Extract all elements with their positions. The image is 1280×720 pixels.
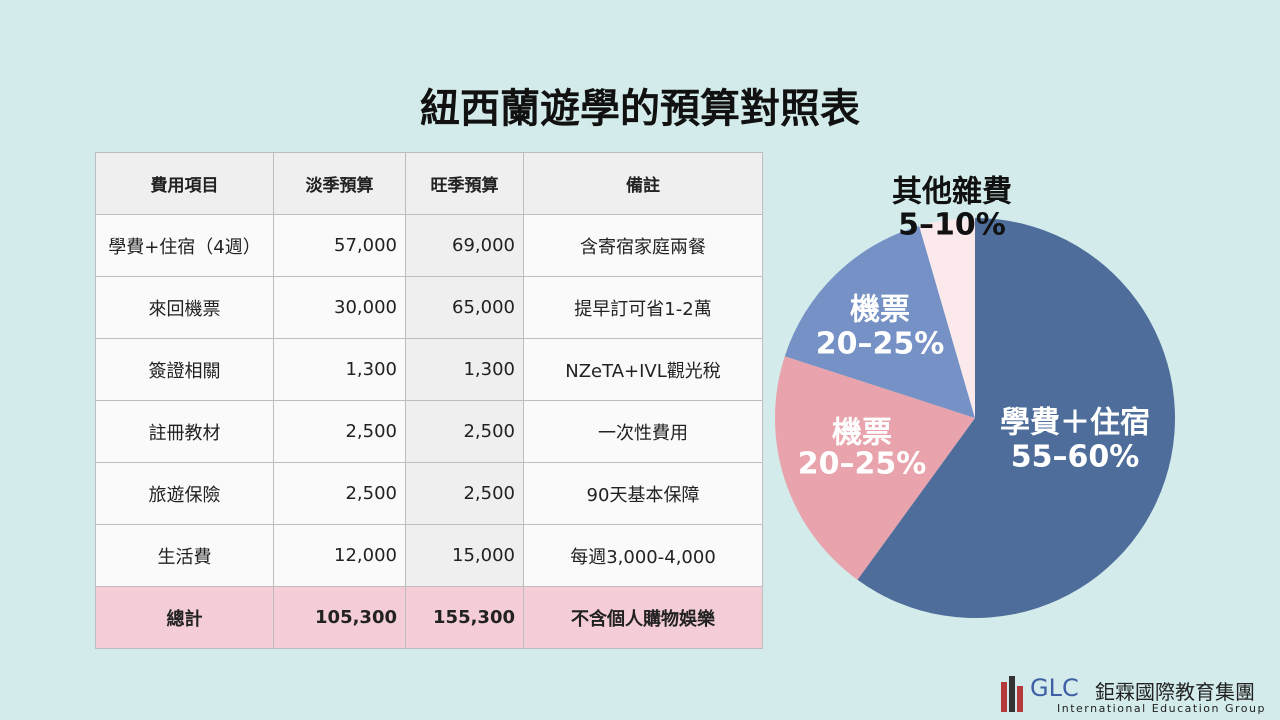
table-cell: 90天基本保障: [523, 462, 763, 525]
slice-range: 20–25%: [816, 327, 945, 362]
table-row: 簽證相關 1,300 1,300 NZeTA+IVL觀光稅: [95, 338, 763, 401]
table-cell: 65,000: [405, 276, 524, 339]
table-cell: 學費+住宿（4週）: [95, 214, 274, 277]
table-row: 生活費 12,000 15,000 每週3,000-4,000: [95, 524, 763, 587]
pie-slice: [857, 218, 1175, 618]
slice-range: 55–60%: [1011, 440, 1140, 475]
table-cell: 每週3,000-4,000: [523, 524, 763, 587]
table-row: 來回機票 30,000 65,000 提早訂可省1-2萬: [95, 276, 763, 339]
table-cell: 57,000: [273, 214, 406, 277]
table-cell: 2,500: [405, 400, 524, 463]
table-cell: 含寄宿家庭兩餐: [523, 214, 763, 277]
table-cell: 30,000: [273, 276, 406, 339]
table-cell: 註冊教材: [95, 400, 274, 463]
pie-slice: [775, 356, 975, 580]
table-cell: 提早訂可省1-2萬: [523, 276, 763, 339]
logo: GLC 鉅霖國際教育集團 International Education Gro…: [995, 670, 1275, 715]
table-body: 費用項目 淡季預算 旺季預算 備註 學費+住宿（4週） 57,000 69,000 含寄宿家庭…: [95, 152, 763, 649]
slice-name: 學費＋住宿: [1000, 406, 1150, 441]
table-cell: 2,500: [273, 400, 406, 463]
table-cell: 費用項目: [95, 152, 274, 215]
slice-name: 機票: [850, 293, 910, 328]
slice-name: 機票: [832, 416, 892, 451]
table-cell: 旅遊保險: [95, 462, 274, 525]
table-cell: 15,000: [405, 524, 524, 587]
table-cell: 來回機票: [95, 276, 274, 339]
table-row: 學費+住宿（4週） 57,000 69,000 含寄宿家庭兩餐: [95, 214, 763, 277]
table-cell: 不含個人購物娛樂: [523, 586, 763, 649]
logo-name: 鉅霖國際教育集團: [1095, 680, 1255, 704]
table-cell: 69,000: [405, 214, 524, 277]
slice-name: 其他雜費: [892, 175, 1012, 210]
table-cell: 105,300: [273, 586, 406, 649]
table-row: 旅遊保險 2,500 2,500 90天基本保障: [95, 462, 763, 525]
slice-range: 20–25%: [798, 447, 927, 482]
table-cell: 155,300: [405, 586, 524, 649]
table-cell: NZeTA+IVL觀光稅: [523, 338, 763, 401]
table-cell: 生活費: [95, 524, 274, 587]
table-cell: 12,000: [273, 524, 406, 587]
budget-table: 費用項目 淡季預算 旺季預算 備註 學費+住宿（4週） 57,000 69,000 含寄宿家庭…: [95, 152, 763, 649]
logo-icon: [1001, 676, 1023, 712]
table-cell: 備註: [523, 152, 763, 215]
pie-slice: [784, 225, 975, 418]
table-cell: 淡季預算: [273, 152, 406, 215]
title: 紐西蘭遊學的預算對照表: [420, 86, 860, 132]
pie-slice: [919, 218, 975, 418]
slice-range: 5–10%: [898, 208, 1006, 243]
logo-subtitle: International Education Group: [1057, 702, 1266, 715]
table-row: 總計 105,300 155,300 不含個人購物娛樂: [95, 586, 763, 649]
table-row: 費用項目 淡季預算 旺季預算 備註: [95, 152, 763, 215]
table-cell: 總計: [95, 586, 274, 649]
logo-brand: GLC: [1030, 674, 1079, 702]
table-cell: 簽證相關: [95, 338, 274, 401]
